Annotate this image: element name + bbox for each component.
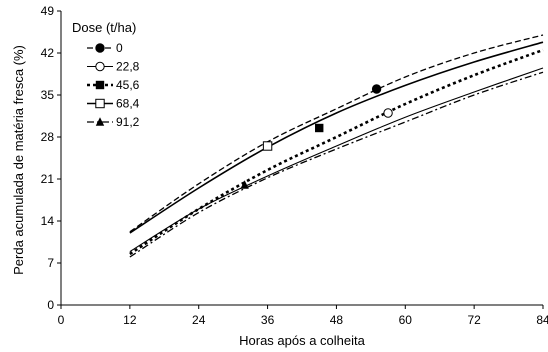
series-line-4 — [129, 41, 544, 234]
axis-ticks: 0 12 24 36 48 60 72 84 0 7 14 21 28 35 42 49 — [41, 4, 548, 327]
legend-marker-1 — [95, 43, 105, 53]
series-marker-2 — [383, 108, 393, 118]
legend-label-4: 68,4 — [116, 97, 140, 111]
y-axis-title: Perda acumulada de matéria fresca (%) — [11, 45, 26, 275]
x-tick-label: 48 — [330, 313, 344, 327]
series-line-1 — [129, 34, 544, 233]
series-line-2 — [129, 67, 544, 253]
x-tick-label: 60 — [399, 313, 413, 327]
series-marker-1 — [371, 84, 382, 94]
legend-label-2: 22,8 — [116, 60, 140, 74]
y-tick-label: 28 — [41, 130, 55, 144]
axes — [60, 11, 543, 306]
x-tick-label: 0 — [58, 313, 65, 327]
legend-marker-2 — [95, 61, 105, 72]
x-tick-label: 72 — [467, 313, 481, 327]
legend-label-3: 45,6 — [116, 78, 140, 92]
series-marker-4 — [262, 141, 273, 151]
x-axis-title: Horas após a colheita — [239, 333, 366, 348]
y-tick-label: 0 — [47, 298, 54, 312]
legend-marker-4 — [95, 98, 105, 109]
y-tick-label: 14 — [41, 214, 55, 228]
legend-items: 0 22,8 45,6 68,4 91,2 — [87, 41, 140, 129]
series-lines — [129, 34, 544, 258]
x-tick-label: 36 — [261, 313, 275, 327]
series-line-3 — [129, 48, 544, 256]
y-tick-label: 49 — [41, 4, 55, 18]
series-marker-5 — [240, 180, 249, 189]
y-tick-label: 21 — [41, 172, 55, 186]
series-marker-3 — [315, 123, 324, 133]
y-tick-label: 7 — [47, 256, 54, 270]
series-line-5 — [129, 71, 544, 258]
legend-marker-3 — [95, 80, 105, 90]
legend: Dose (t/ha) 0 22,8 45,6 68,4 91,2 — [72, 20, 140, 129]
y-tick-label: 42 — [41, 46, 55, 60]
x-tick-label: 12 — [123, 313, 137, 327]
series-markers — [240, 84, 393, 189]
y-tick-label: 35 — [41, 88, 55, 102]
x-tick-label: 24 — [192, 313, 206, 327]
legend-title: Dose (t/ha) — [72, 20, 136, 35]
legend-marker-5 — [95, 117, 105, 126]
legend-label-1: 0 — [116, 41, 123, 55]
legend-label-5: 91,2 — [116, 115, 140, 129]
x-tick-label: 84 — [536, 313, 548, 327]
